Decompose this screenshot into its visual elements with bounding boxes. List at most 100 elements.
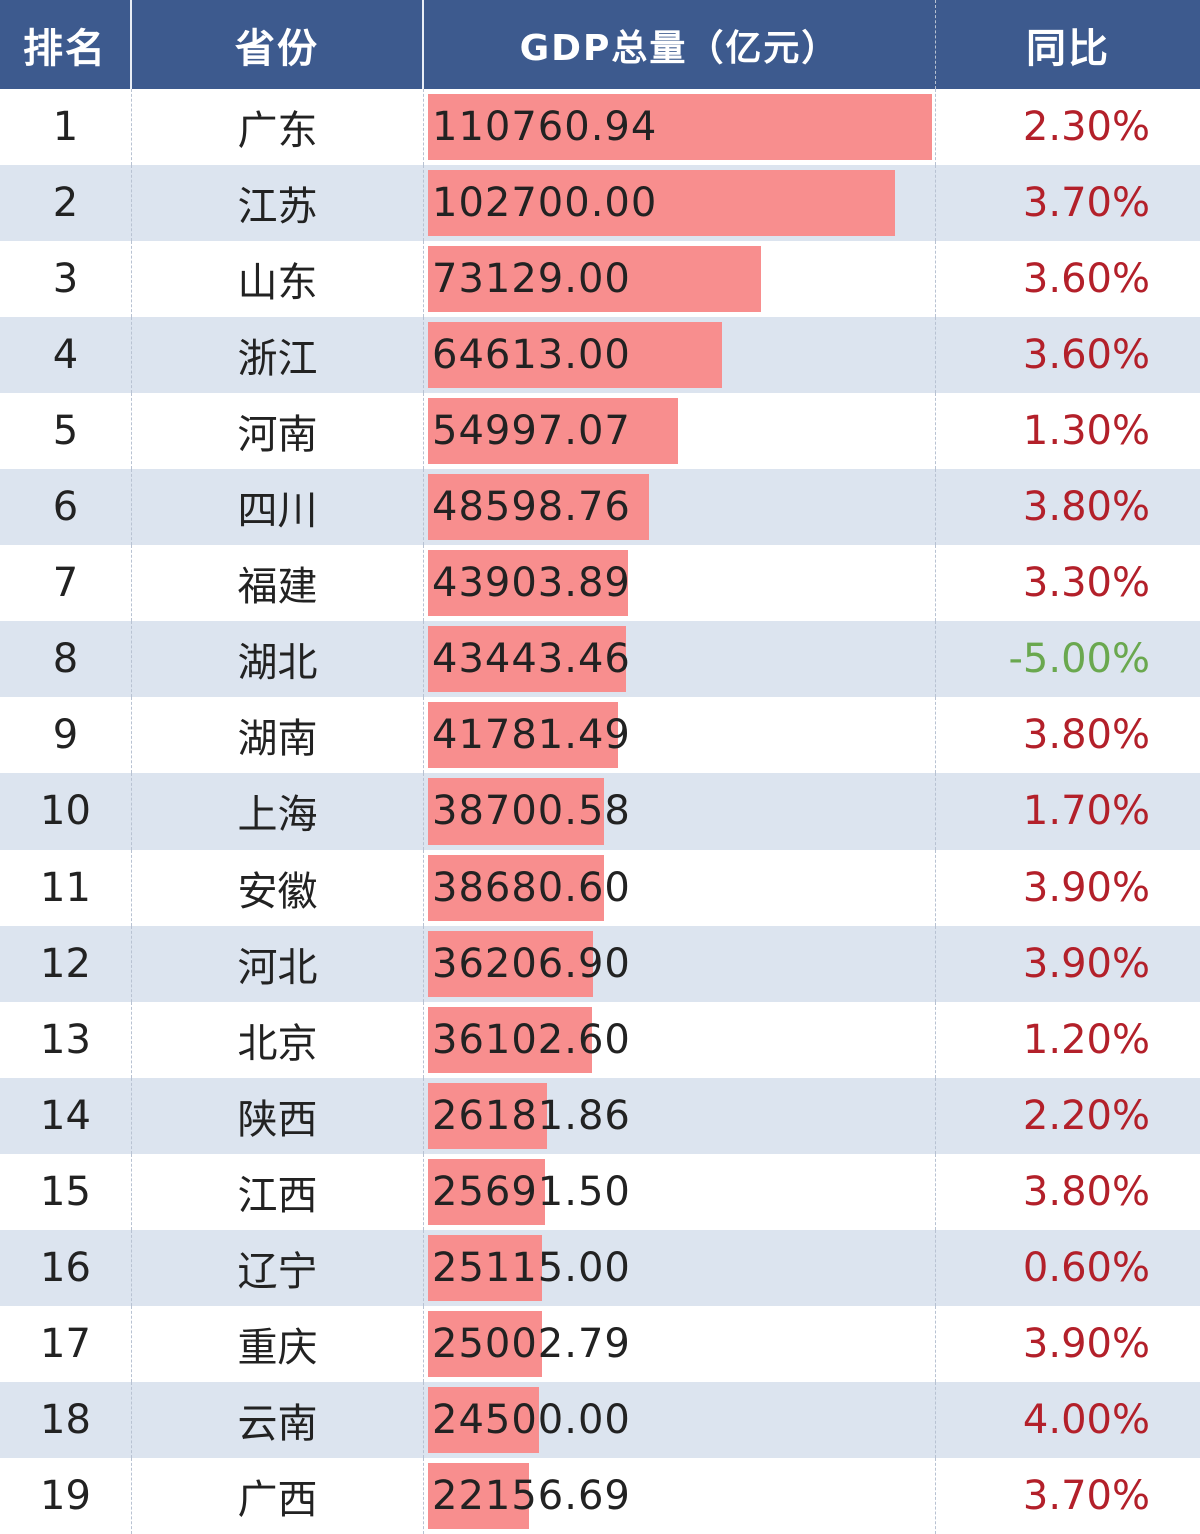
gdp-bar	[428, 94, 932, 161]
table-header: 排名 省份 GDP总量（亿元） 同比	[0, 0, 1200, 89]
yoy-cell: 3.60%	[1022, 332, 1150, 379]
gdp-bar	[428, 1386, 540, 1453]
gdp-cell: 43903.89	[424, 545, 936, 622]
rank-cell: 19	[0, 1457, 132, 1534]
yoy-cell: 3.90%	[1022, 1320, 1150, 1367]
rank-cell: 16	[0, 1229, 132, 1306]
gdp-cell: 24500.00	[424, 1381, 936, 1458]
gdp-cell: 64613.00	[424, 317, 936, 394]
province-cell: 湖北	[132, 621, 424, 698]
table-row: 14 陕西 26181.86 2.20%	[0, 1077, 1200, 1154]
gdp-cell: 25002.79	[424, 1305, 936, 1382]
rank-cell: 1	[0, 89, 132, 166]
gdp-cell: 22156.69	[424, 1457, 936, 1534]
province-cell: 福建	[132, 545, 424, 622]
gdp-bar	[428, 778, 605, 845]
gdp-bar	[428, 626, 626, 693]
gdp-bar	[428, 1158, 545, 1225]
gdp-value-label: 110760.94	[432, 104, 658, 151]
yoy-cell: 0.60%	[1022, 1244, 1150, 1291]
table-row: 3 山东 73129.00 3.60%	[0, 241, 1200, 318]
gdp-value-label: 102700.00	[432, 180, 658, 227]
yoy-cell: 3.90%	[1022, 940, 1150, 987]
province-cell: 北京	[132, 1001, 424, 1078]
yoy-cell: 3.80%	[1022, 1168, 1150, 1215]
province-cell: 四川	[132, 469, 424, 546]
province-cell: 山东	[132, 241, 424, 318]
rank-cell: 13	[0, 1001, 132, 1078]
table-row: 17 重庆 25002.79 3.90%	[0, 1305, 1200, 1382]
gdp-value-label: 22156.69	[432, 1472, 631, 1519]
gdp-bar	[428, 474, 650, 541]
header-gdp: GDP总量（亿元）	[424, 0, 936, 89]
gdp-cell: 41781.49	[424, 697, 936, 774]
gdp-cell: 54997.07	[424, 393, 936, 470]
gdp-bar	[428, 246, 761, 313]
province-cell: 安徽	[132, 849, 424, 926]
province-cell: 河北	[132, 925, 424, 1002]
table-row: 13 北京 36102.60 1.20%	[0, 1001, 1200, 1078]
rank-cell: 5	[0, 393, 132, 470]
header-province: 省份	[132, 0, 424, 89]
yoy-cell: 1.20%	[1022, 1016, 1150, 1063]
table-row: 9 湖南 41781.49 3.80%	[0, 697, 1200, 774]
header-rank: 排名	[0, 0, 132, 89]
gdp-value-label: 36102.60	[432, 1016, 631, 1063]
province-cell: 云南	[132, 1381, 424, 1458]
yoy-cell: 3.90%	[1022, 864, 1150, 911]
rank-cell: 6	[0, 469, 132, 546]
province-cell: 陕西	[132, 1077, 424, 1154]
table-row: 5 河南 54997.07 1.30%	[0, 393, 1200, 470]
gdp-bar	[428, 550, 628, 617]
gdp-cell: 25691.50	[424, 1153, 936, 1230]
yoy-cell: -5.00%	[1008, 636, 1150, 683]
province-cell: 上海	[132, 773, 424, 850]
province-cell: 辽宁	[132, 1229, 424, 1306]
rank-cell: 9	[0, 697, 132, 774]
gdp-value-label: 41781.49	[432, 712, 631, 759]
province-cell: 湖南	[132, 697, 424, 774]
gdp-bar	[428, 1462, 529, 1529]
gdp-value-label: 54997.07	[432, 408, 631, 455]
table-row: 1 广东 110760.94 2.30%	[0, 89, 1200, 166]
gdp-bar	[428, 702, 619, 769]
table-row: 12 河北 36206.90 3.90%	[0, 925, 1200, 1002]
rank-cell: 15	[0, 1153, 132, 1230]
gdp-bar	[428, 170, 896, 237]
gdp-cell: 36206.90	[424, 925, 936, 1002]
gdp-bar	[428, 930, 593, 997]
gdp-cell: 36102.60	[424, 1001, 936, 1078]
table-row: 19 广西 22156.69 3.70%	[0, 1457, 1200, 1534]
gdp-bar	[428, 322, 722, 389]
rank-cell: 3	[0, 241, 132, 318]
gdp-cell: 26181.86	[424, 1077, 936, 1154]
province-cell: 广西	[132, 1457, 424, 1534]
table-row: 16 辽宁 25115.00 0.60%	[0, 1229, 1200, 1306]
table-row: 6 四川 48598.76 3.80%	[0, 469, 1200, 546]
gdp-cell: 48598.76	[424, 469, 936, 546]
yoy-cell: 1.70%	[1022, 788, 1150, 835]
yoy-cell: 4.00%	[1022, 1396, 1150, 1443]
yoy-cell: 3.70%	[1022, 1472, 1150, 1519]
rank-cell: 12	[0, 925, 132, 1002]
rank-cell: 17	[0, 1305, 132, 1382]
gdp-value-label: 43903.89	[432, 560, 631, 607]
rank-cell: 18	[0, 1381, 132, 1458]
table-row: 8 湖北 43443.46 -5.00%	[0, 621, 1200, 698]
province-cell: 浙江	[132, 317, 424, 394]
gdp-bar	[428, 398, 679, 465]
gdp-bar	[428, 1082, 548, 1149]
province-cell: 江苏	[132, 165, 424, 242]
rank-cell: 7	[0, 545, 132, 622]
yoy-cell: 2.30%	[1022, 104, 1150, 151]
rank-cell: 11	[0, 849, 132, 926]
rank-cell: 4	[0, 317, 132, 394]
yoy-cell: 3.60%	[1022, 256, 1150, 303]
rank-cell: 2	[0, 165, 132, 242]
gdp-bar	[428, 854, 604, 921]
gdp-value-label: 25002.79	[432, 1320, 631, 1367]
province-cell: 重庆	[132, 1305, 424, 1382]
table-row: 7 福建 43903.89 3.30%	[0, 545, 1200, 622]
gdp-value-label: 38700.58	[432, 788, 631, 835]
province-cell: 江西	[132, 1153, 424, 1230]
